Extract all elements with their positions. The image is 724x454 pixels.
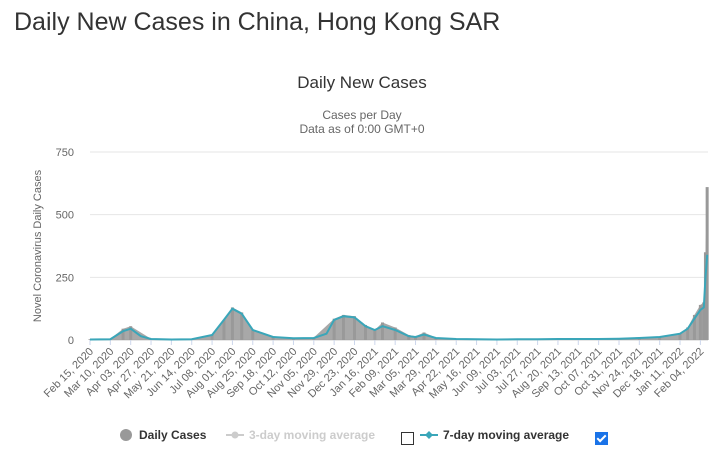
- y-tick-label: 0: [68, 335, 74, 347]
- page-title: Daily New Cases in China, Hong Kong SAR: [14, 8, 501, 36]
- y-tick-label: 750: [56, 147, 74, 159]
- checkbox-7-day-moving-average[interactable]: [595, 432, 608, 445]
- series-line-7-day-moving-average: [89, 254, 709, 341]
- chart-title: Daily New Cases: [297, 73, 427, 92]
- y-tick-label: 500: [56, 210, 74, 222]
- legend-label: 3-day moving average: [249, 428, 376, 442]
- legend-item-3-day-moving-average[interactable]: 3-day moving average: [226, 428, 375, 442]
- y-tick-label: 250: [56, 272, 74, 284]
- line-diamond-marker-icon: [420, 431, 438, 439]
- legend-label: Daily Cases: [139, 428, 207, 442]
- legend-item-7-day-moving-average[interactable]: 7-day moving average: [420, 428, 569, 442]
- daily-cases-area: [90, 187, 708, 340]
- chart-subtitle-2: Data as of 0:00 GMT+0: [299, 122, 425, 136]
- checkbox-3-day-moving-average[interactable]: [401, 432, 414, 445]
- chart-legend: Daily Cases 3-day moving average 7-day m…: [0, 428, 724, 448]
- chart-subtitle-1: Cases per Day: [322, 108, 402, 122]
- legend-item-daily-cases[interactable]: Daily Cases: [118, 428, 206, 442]
- legend-label: 7-day moving average: [443, 428, 570, 442]
- circle-marker-icon: [120, 429, 132, 441]
- line-dot-marker-icon: [226, 431, 244, 439]
- y-axis-title: Novel Coronavirus Daily Cases: [32, 169, 44, 322]
